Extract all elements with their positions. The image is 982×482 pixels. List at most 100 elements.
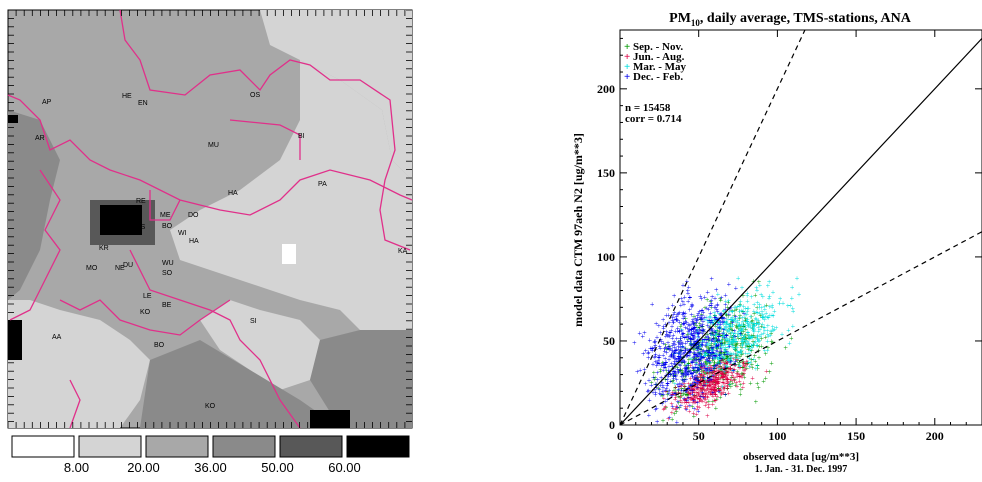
data-point: +	[664, 328, 669, 337]
legend-marker: +	[624, 51, 630, 63]
data-point: +	[666, 342, 671, 351]
data-point: +	[756, 323, 761, 332]
data-point: +	[727, 355, 732, 364]
data-point: +	[695, 325, 700, 334]
data-point: +	[690, 300, 695, 309]
data-point: +	[720, 389, 725, 398]
data-point: +	[728, 304, 733, 313]
data-point: +	[687, 390, 692, 399]
data-point: +	[652, 375, 657, 384]
data-point: +	[701, 317, 706, 326]
data-point: +	[738, 297, 743, 306]
data-point: +	[702, 380, 707, 389]
data-point: +	[777, 299, 782, 308]
data-point: +	[671, 352, 676, 361]
data-point: +	[675, 418, 680, 427]
data-point: +	[713, 375, 718, 384]
data-point: +	[646, 353, 651, 362]
data-point: +	[666, 304, 671, 313]
data-point: +	[659, 390, 664, 399]
data-point: +	[735, 351, 740, 360]
data-point: +	[737, 321, 742, 330]
data-point: +	[693, 382, 698, 391]
data-point: +	[715, 393, 720, 402]
data-point: +	[748, 359, 753, 368]
data-point: +	[676, 368, 681, 377]
data-point: +	[734, 354, 739, 363]
data-point: +	[749, 355, 754, 364]
data-point: +	[749, 313, 754, 322]
data-point: +	[711, 319, 716, 328]
data-point: +	[694, 410, 699, 419]
data-point: +	[738, 347, 743, 356]
data-point: +	[650, 347, 655, 356]
data-point: +	[721, 364, 726, 373]
data-point: +	[705, 377, 710, 386]
data-point: +	[672, 311, 677, 320]
data-point: +	[684, 318, 689, 327]
data-point: +	[714, 322, 719, 331]
data-point: +	[688, 293, 693, 302]
data-point: +	[689, 386, 694, 395]
data-point: +	[757, 319, 762, 328]
data-point: +	[709, 365, 714, 374]
data-point: +	[695, 376, 700, 385]
data-point: +	[690, 357, 695, 366]
data-point: +	[714, 342, 719, 351]
data-point: +	[741, 379, 746, 388]
data-point: +	[737, 372, 742, 381]
data-point: +	[687, 305, 692, 314]
data-point: +	[691, 378, 696, 387]
data-point: +	[716, 363, 721, 372]
data-point: +	[679, 372, 684, 381]
data-point: +	[755, 331, 760, 340]
data-point: +	[730, 307, 735, 316]
reference-line-2to1	[619, 29, 806, 426]
data-point: +	[717, 351, 722, 360]
data-point: +	[735, 318, 740, 327]
data-point: +	[733, 355, 738, 364]
data-point: +	[694, 353, 699, 362]
data-point: +	[723, 334, 728, 343]
data-point: +	[666, 370, 671, 379]
data-point: +	[680, 391, 685, 400]
data-point: +	[753, 333, 758, 342]
data-point: +	[677, 350, 682, 359]
data-point: +	[715, 336, 720, 345]
data-point: +	[698, 365, 703, 374]
data-point: +	[689, 325, 694, 334]
data-point: +	[739, 307, 744, 316]
data-point: +	[695, 344, 700, 353]
data-point: +	[717, 324, 722, 333]
data-point: +	[705, 313, 710, 322]
map-zone-west-dark	[8, 110, 60, 300]
data-point: +	[738, 300, 743, 309]
data-point: +	[664, 385, 669, 394]
data-point: +	[717, 358, 722, 367]
data-point: +	[671, 364, 676, 373]
data-point: +	[735, 356, 740, 365]
data-point: +	[727, 335, 732, 344]
data-point: +	[731, 368, 736, 377]
data-point: +	[750, 333, 755, 342]
data-point: +	[682, 319, 687, 328]
data-point: +	[713, 361, 718, 370]
data-point: +	[702, 372, 707, 381]
data-point: +	[673, 389, 678, 398]
data-point: +	[687, 394, 692, 403]
data-point: +	[699, 314, 704, 323]
data-point: +	[663, 347, 668, 356]
data-point: +	[678, 396, 683, 405]
data-point: +	[703, 303, 708, 312]
data-point: +	[694, 393, 699, 402]
data-point: +	[661, 339, 666, 348]
data-point: +	[663, 340, 668, 349]
data-point: +	[724, 374, 729, 383]
data-point: +	[740, 326, 745, 335]
data-point: +	[696, 340, 701, 349]
map-label-ap: AP	[42, 99, 52, 106]
data-point: +	[704, 342, 709, 351]
data-point: +	[724, 345, 729, 354]
data-point: +	[696, 323, 701, 332]
data-point: +	[656, 384, 661, 393]
